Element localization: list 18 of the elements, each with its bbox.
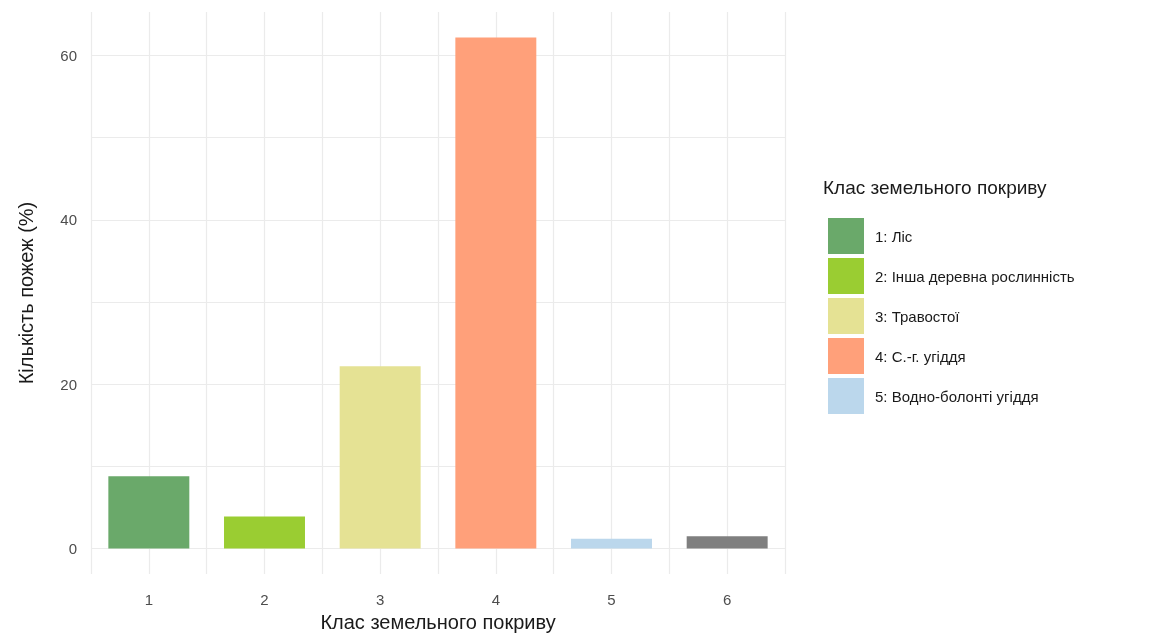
legend-label: 4: С.-г. угіддя <box>875 347 966 365</box>
y-tick-label: 40 <box>60 211 77 229</box>
legend-label: 3: Травостої <box>875 307 961 325</box>
y-tick-label: 60 <box>60 47 77 65</box>
legend-label: 5: Водно-болонті угіддя <box>875 387 1039 405</box>
x-tick-label: 3 <box>375 591 385 608</box>
y-axis-title: Кількість пожеж (%) <box>15 201 37 385</box>
legend-label: 2: Інша деревна рослинність <box>875 267 1075 285</box>
x-tick-label: 1 <box>144 591 154 608</box>
x-tick-label: 4 <box>491 591 501 608</box>
x-tick-label: 6 <box>722 591 732 608</box>
x-tick-label: 2 <box>260 591 269 608</box>
y-tick-label: 20 <box>60 375 77 393</box>
legend-label: 1: Ліс <box>875 227 913 245</box>
x-axis-title: Клас земельного покриву <box>320 611 556 633</box>
legend-title: Клас земельного покриву <box>823 177 1047 198</box>
y-tick-label: 0 <box>68 540 77 558</box>
x-tick-label: 5 <box>607 591 616 608</box>
